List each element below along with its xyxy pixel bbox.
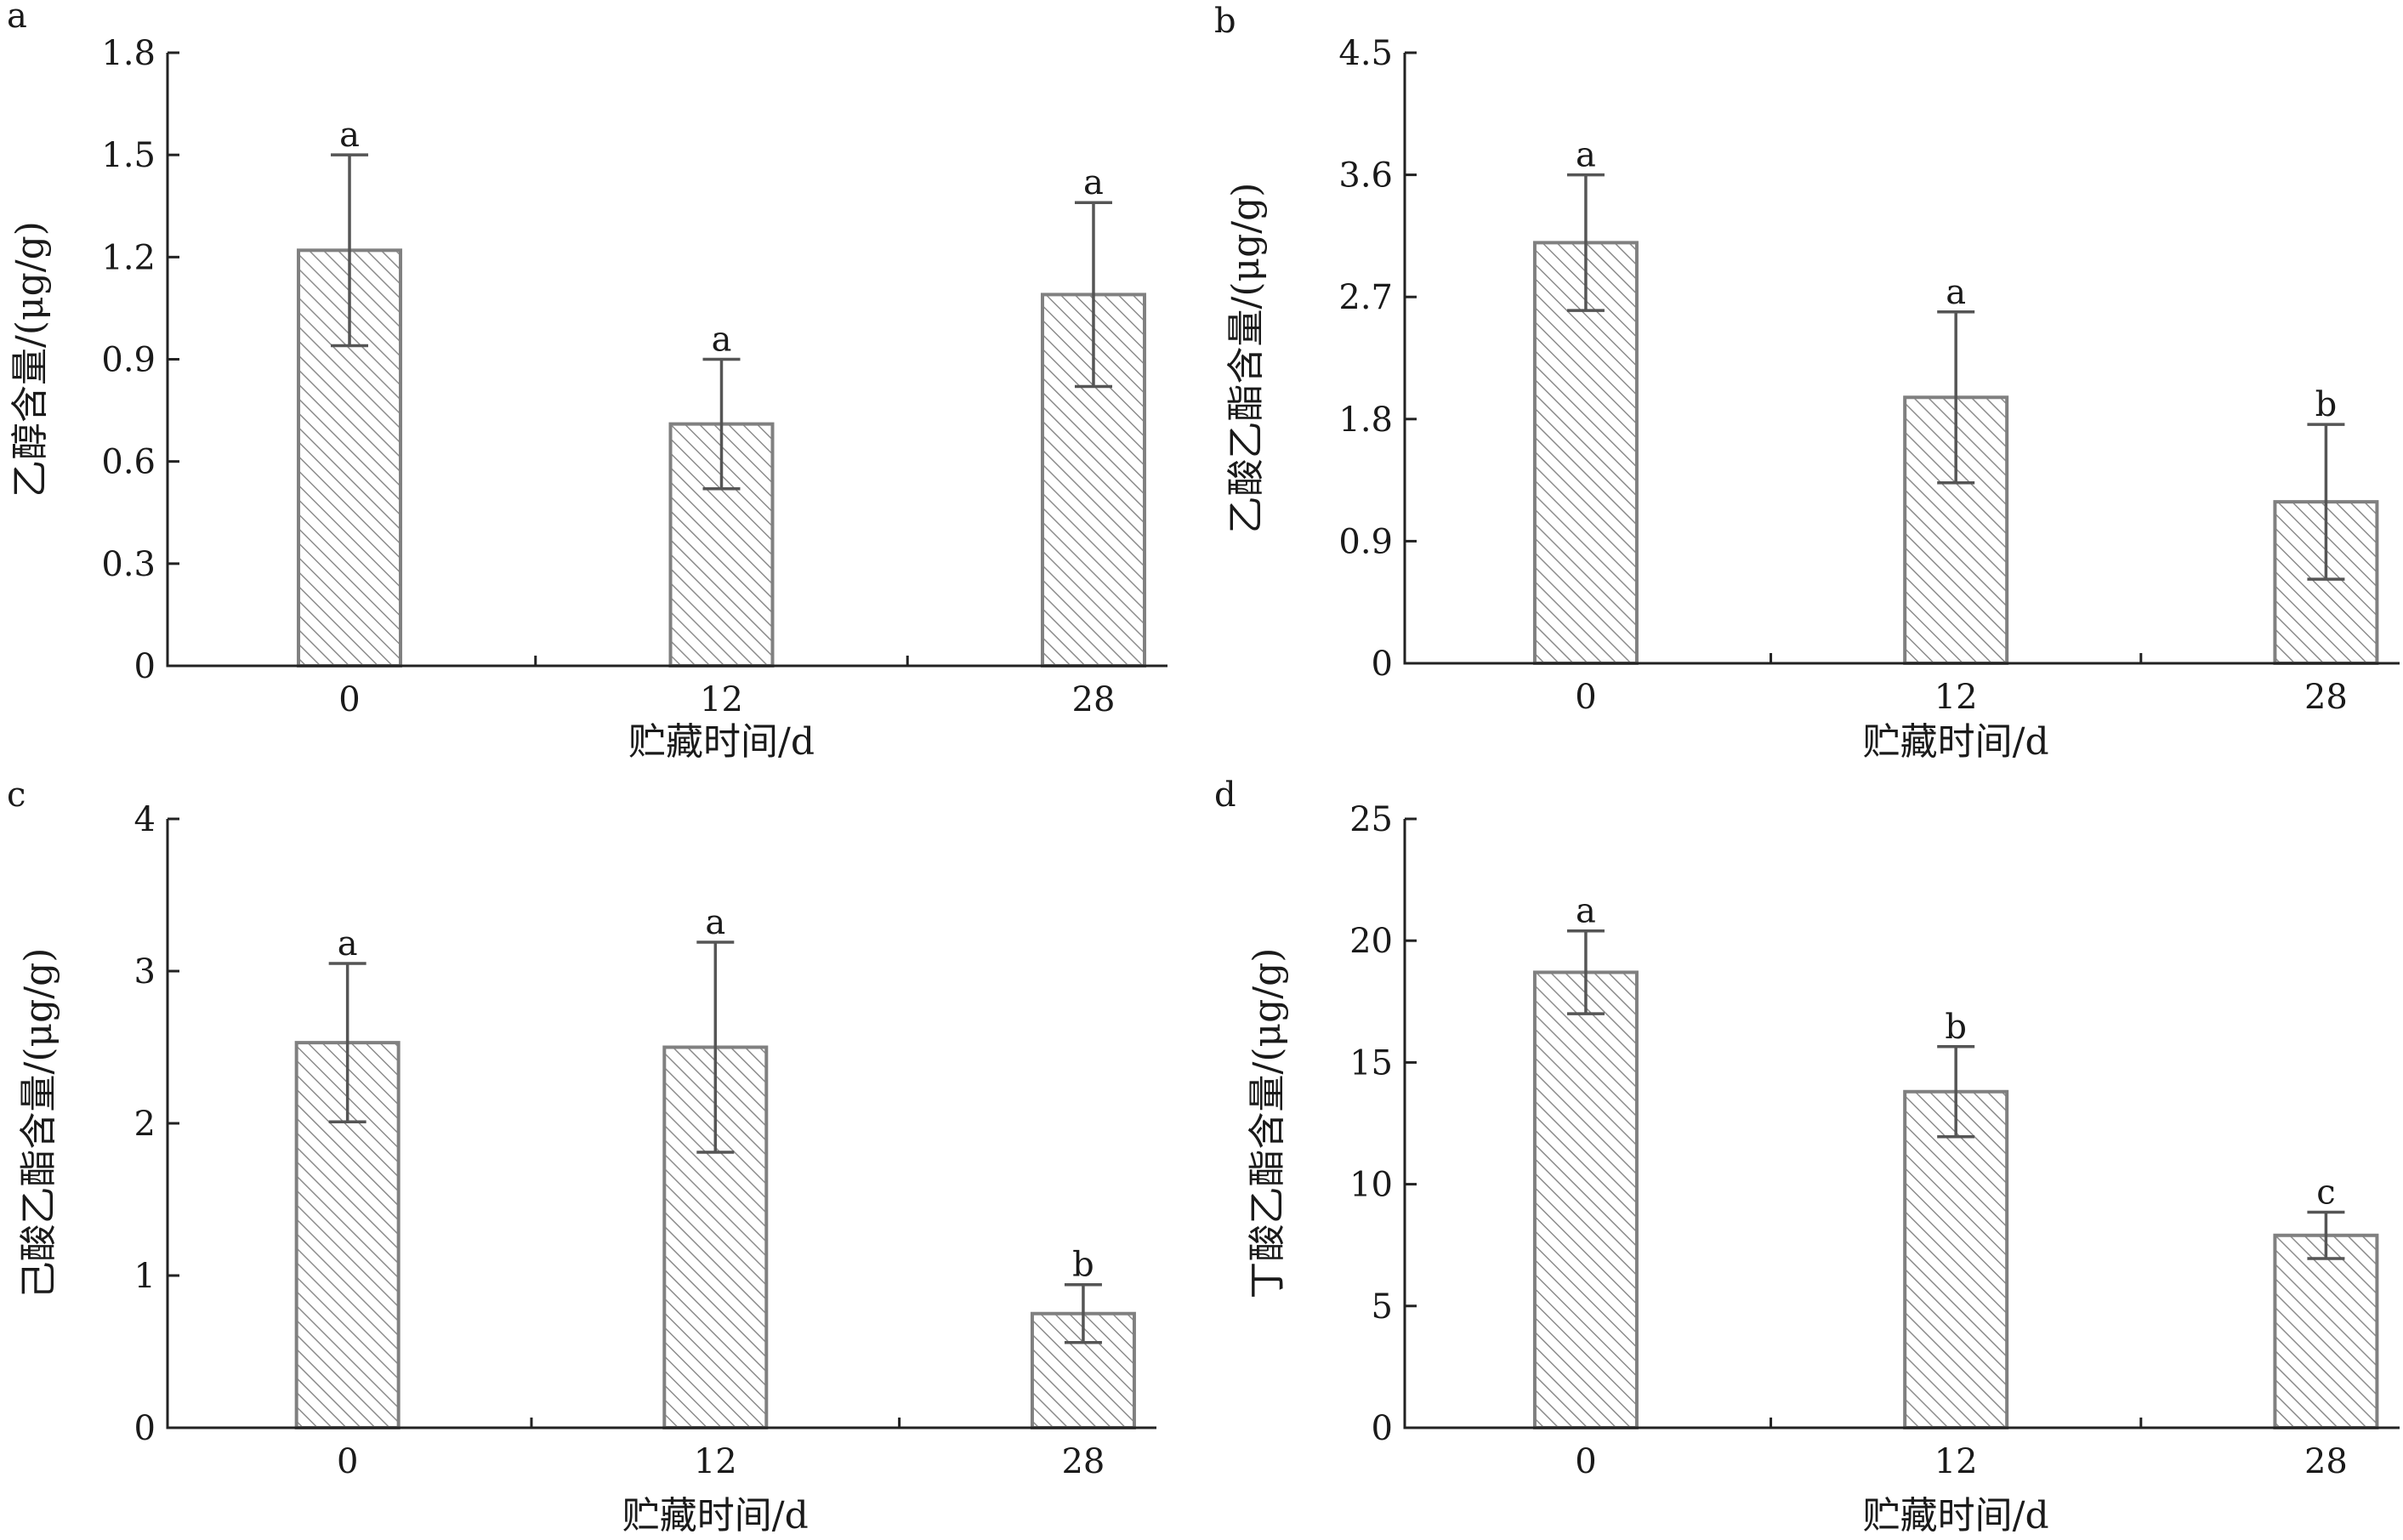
- panel-letter: c: [7, 776, 26, 815]
- y-tick-label: 3: [134, 952, 156, 992]
- y-tick-label: 2.7: [1338, 278, 1393, 317]
- panel-b: b a a b 0 0.9 1.8 2.7 3.6 4.5 0 12 28 贮藏时间/d 乙酸乙酯含量/(μ…: [1214, 2, 2400, 764]
- error-bar-28: [1064, 1282, 1102, 1344]
- x-tick-label: 12: [694, 1442, 737, 1481]
- error-bar-0: [331, 153, 369, 348]
- error-bar-12: [702, 357, 741, 491]
- significance-label: c: [2316, 1173, 2335, 1213]
- y-tick-label: 0: [1372, 1409, 1393, 1448]
- error-bar-12: [1937, 310, 1975, 485]
- x-tick-label: 12: [700, 680, 743, 719]
- y-tick-label: 5: [1372, 1287, 1393, 1327]
- y-axis-title: 丁酸乙酯含量/(μg/g): [1246, 948, 1289, 1299]
- panel-a: a a a a 0 0.3 0.6 0.9 1.2 1.5 1.8 0 12 28 贮藏时间/d 乙醇含量/(…: [7, 0, 1167, 764]
- y-axis-title: 己酸乙酯含量/(μg/g): [17, 948, 60, 1299]
- significance-label: b: [1072, 1246, 1094, 1285]
- error-bar-28: [1074, 201, 1112, 389]
- x-tick-label: 0: [1575, 678, 1596, 717]
- x-tick-label: 28: [2304, 678, 2348, 717]
- significance-label: a: [339, 116, 360, 155]
- y-tick-label: 4.5: [1338, 34, 1393, 73]
- significance-label: a: [705, 903, 725, 942]
- y-tick-label: 0: [134, 1409, 156, 1448]
- significance-label: a: [338, 924, 358, 963]
- y-tick-label: 1.8: [1338, 401, 1393, 440]
- error-bar-12: [696, 940, 735, 1154]
- significance-label: a: [712, 321, 732, 360]
- error-bar-12: [1937, 1045, 1975, 1139]
- y-tick-label: 0.9: [101, 341, 156, 380]
- x-axis-title: 贮藏时间/d: [622, 1494, 809, 1537]
- panel-letter: d: [1214, 776, 1236, 815]
- x-tick-label: 28: [1072, 680, 1116, 719]
- error-bar-0: [1566, 929, 1605, 1015]
- x-tick-label: 0: [338, 680, 360, 719]
- y-tick-label: 0.6: [101, 443, 156, 482]
- x-axis-title: 贮藏时间/d: [1863, 720, 2049, 764]
- significance-label: b: [1945, 1008, 1967, 1047]
- x-tick-label: 12: [1934, 678, 1978, 717]
- x-tick-label: 0: [1575, 1442, 1596, 1481]
- panel-letter: a: [7, 0, 27, 36]
- error-bar-28: [2307, 1210, 2345, 1260]
- significance-label: a: [1083, 163, 1104, 202]
- y-tick-label: 1.5: [101, 136, 156, 175]
- bar-28: [2273, 1233, 2379, 1430]
- x-axis-title: 贮藏时间/d: [1863, 1494, 2049, 1537]
- significance-label: a: [1576, 892, 1596, 931]
- y-tick-label: 0.3: [101, 545, 156, 584]
- error-bar-0: [328, 962, 366, 1123]
- error-bar-28: [2307, 423, 2345, 581]
- panel-letter: b: [1214, 2, 1236, 41]
- bar-12: [1903, 1089, 2009, 1429]
- significance-label: b: [2315, 385, 2338, 424]
- y-tick-label: 4: [134, 800, 156, 839]
- y-tick-label: 15: [1349, 1043, 1393, 1083]
- y-tick-label: 0: [1372, 645, 1393, 684]
- y-tick-label: 0.9: [1338, 522, 1393, 561]
- y-tick-label: 1.2: [101, 238, 156, 277]
- y-tick-label: 20: [1349, 922, 1393, 961]
- x-tick-label: 12: [1934, 1442, 1978, 1481]
- x-tick-label: 28: [2304, 1442, 2348, 1481]
- significance-label: a: [1576, 136, 1596, 175]
- y-tick-label: 0: [134, 647, 156, 686]
- x-tick-label: 0: [337, 1442, 358, 1481]
- y-tick-label: 1: [134, 1257, 156, 1296]
- error-bar-0: [1566, 173, 1605, 312]
- x-tick-label: 28: [1061, 1442, 1105, 1481]
- panel-d: d a b c 0 5 10 15 20 25 0 12 28 贮藏时间/d 丁酸乙酯含量/(μg/g): [1214, 776, 2400, 1537]
- significance-label: a: [1946, 273, 1966, 312]
- y-tick-label: 10: [1349, 1166, 1393, 1205]
- y-tick-label: 2: [134, 1105, 156, 1144]
- y-tick-label: 25: [1349, 800, 1393, 839]
- y-axis-title: 乙酸乙酯含量/(μg/g): [1224, 183, 1268, 534]
- y-tick-label: 1.8: [101, 34, 156, 73]
- bar-0: [1532, 241, 1639, 665]
- bar-0: [1532, 970, 1639, 1429]
- y-tick-label: 3.6: [1338, 156, 1393, 196]
- y-axis-title: 乙醇含量/(μg/g): [9, 221, 52, 497]
- x-axis-title: 贮藏时间/d: [628, 720, 815, 764]
